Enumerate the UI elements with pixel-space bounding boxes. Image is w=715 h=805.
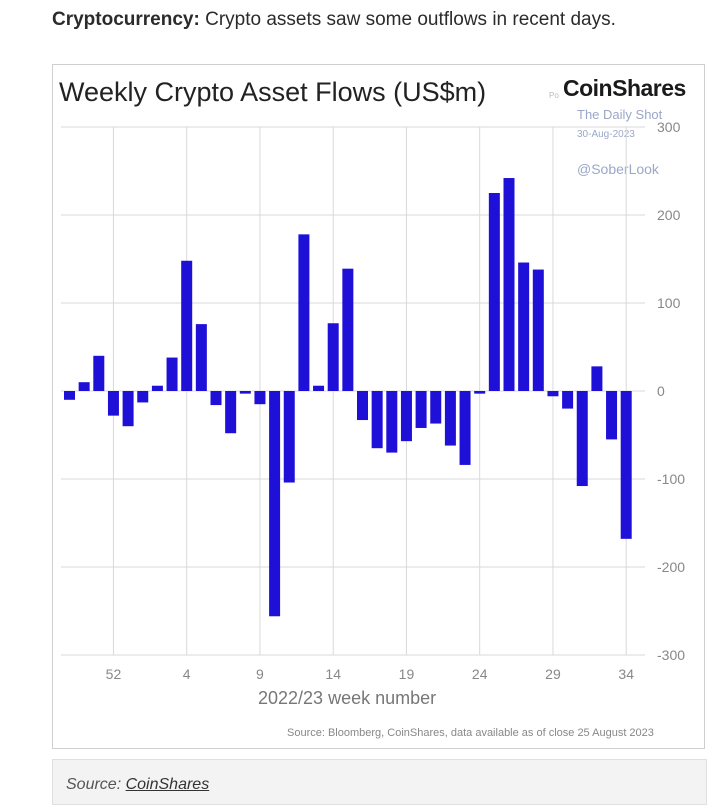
source-footer: Source: CoinShares (52, 759, 707, 805)
bar (430, 391, 442, 424)
bar (298, 234, 310, 391)
bar (459, 391, 471, 465)
bar (415, 391, 427, 428)
bar (93, 355, 105, 391)
watermark-handle: @SoberLook (577, 161, 659, 177)
bar-chart: 300 200 100 0 -100 -200 -300 52 4 9 14 19 24 29 34 (61, 119, 685, 682)
bar (78, 382, 90, 391)
bar (313, 385, 325, 391)
bar (474, 391, 486, 394)
watermark-date: 30-Aug-2023 (577, 129, 635, 140)
bar (444, 391, 456, 446)
x-tick-label: 4 (183, 666, 191, 682)
x-axis-label: 2022/23 week number (258, 688, 437, 708)
bar (239, 391, 251, 394)
bar (181, 260, 193, 391)
bar (488, 193, 500, 391)
bar (195, 324, 207, 391)
x-tick-label: 29 (545, 666, 561, 682)
coinshares-link[interactable]: CoinShares (125, 776, 210, 793)
x-tick-label: 24 (472, 666, 488, 682)
footer-text: Source: CoinShares (66, 776, 209, 794)
chart-title: Weekly Crypto Asset Flows (US$m) (59, 77, 487, 107)
bar (107, 391, 119, 416)
footer-label: Source: (66, 776, 126, 793)
bar (254, 391, 266, 405)
bar (532, 269, 544, 391)
bar (166, 357, 178, 391)
y-tick-label: 100 (657, 295, 681, 311)
bar (210, 391, 222, 406)
chart-frame: Weekly Crypto Asset Flows (US$m) Po Coin… (52, 64, 705, 749)
x-tick-label: 9 (256, 666, 264, 682)
brand-prefix: Po (549, 91, 559, 100)
x-tick-label: 34 (618, 666, 634, 682)
y-tick-label: 0 (657, 383, 665, 399)
bar (64, 391, 75, 400)
bar (122, 391, 134, 427)
bar (151, 385, 163, 391)
x-tick-label: 19 (399, 666, 415, 682)
bar (400, 391, 412, 442)
bar (357, 391, 368, 421)
chart-source-note: Source: Bloomberg, CoinShares, data avai… (287, 727, 654, 739)
bar (327, 323, 339, 391)
bar (620, 391, 632, 539)
bar (518, 262, 530, 391)
y-tick-label: 200 (657, 207, 681, 223)
x-tick-label: 14 (325, 666, 341, 682)
bar (283, 391, 295, 483)
bar (606, 391, 618, 440)
x-tick-label: 52 (106, 666, 122, 682)
bar (547, 391, 559, 397)
intro-heading: Cryptocurrency: (52, 9, 200, 30)
bar (371, 391, 383, 449)
intro-text: Cryptocurrency: Crypto assets saw some o… (52, 8, 616, 32)
bar (225, 391, 237, 434)
bar (591, 366, 603, 391)
y-tick-label: -200 (657, 559, 685, 575)
bar (269, 391, 281, 617)
y-tick-label: -100 (657, 471, 685, 487)
y-tick-label: -300 (657, 647, 685, 663)
intro-body: Crypto assets saw some outflows in recen… (199, 9, 616, 30)
bar (386, 391, 398, 453)
bar (576, 391, 588, 487)
bar (342, 268, 354, 391)
bar (562, 391, 574, 409)
watermark-daily-shot: The Daily Shot (577, 107, 663, 122)
y-tick-label: 300 (657, 119, 681, 135)
coinshares-logo: CoinShares (563, 75, 686, 101)
bar (137, 391, 149, 403)
bar (503, 178, 515, 391)
